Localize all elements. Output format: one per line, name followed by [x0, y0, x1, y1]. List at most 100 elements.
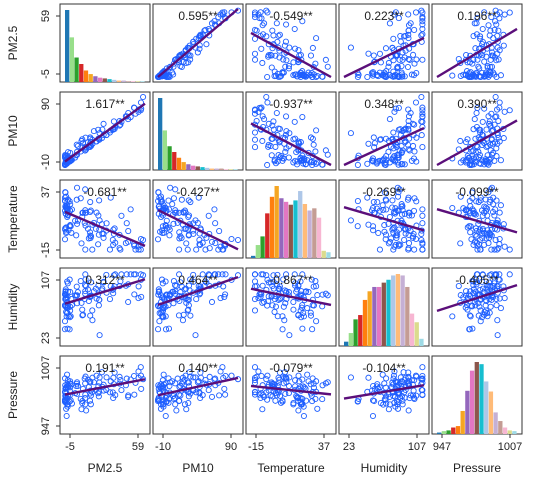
scatter-point: [471, 116, 478, 123]
scatter-point: [300, 403, 307, 410]
scatter-point: [175, 209, 183, 216]
scatter-point: [89, 246, 96, 253]
scatter-point: [473, 198, 480, 205]
scatter-point: [457, 59, 464, 67]
scatter-point: [470, 278, 477, 285]
scatter-point: [464, 306, 471, 313]
histogram-bar: [298, 191, 303, 258]
scatter-point: [110, 118, 117, 125]
scatter-point: [322, 147, 329, 154]
panel-humidity-vs-humidity: [338, 267, 430, 347]
scatter-point: [275, 379, 282, 386]
scatter-point: [83, 407, 90, 414]
scatter-point: [271, 156, 278, 163]
histogram-bar: [233, 169, 238, 170]
scatter-point: [464, 136, 471, 143]
scatter-point: [410, 51, 417, 58]
scatter-point: [162, 313, 169, 320]
scatter-point: [98, 369, 105, 376]
scatter-point: [419, 113, 426, 121]
scatter-point: [87, 234, 94, 242]
scatter-point: [261, 116, 268, 123]
scatter-point: [347, 374, 354, 381]
scatter-point: [481, 209, 488, 216]
scatter-point: [386, 393, 393, 400]
scatter-point: [382, 73, 389, 81]
scatter-point: [127, 271, 134, 278]
scatter-point: [399, 147, 406, 154]
scatter-point: [475, 300, 482, 307]
scatter-point: [82, 186, 89, 193]
scatter-point: [322, 290, 329, 297]
scatter-point: [402, 125, 409, 132]
scatter-point: [285, 154, 292, 161]
scatter-point: [264, 396, 271, 403]
histogram-bar: [83, 70, 89, 82]
scatter-point: [391, 243, 398, 250]
scatter-point: [158, 381, 165, 388]
scatter-point: [501, 11, 508, 18]
scatter-point: [212, 375, 219, 382]
scatter-point: [103, 374, 110, 381]
scatter-point: [301, 73, 308, 80]
scatter-point: [310, 283, 317, 290]
scatter-point: [253, 373, 260, 380]
scatter-point: [125, 392, 132, 399]
scatter-point: [259, 22, 266, 29]
scatter-point: [374, 199, 381, 206]
scatter-point: [319, 382, 326, 389]
scatter-point: [382, 71, 389, 78]
scatter-point: [299, 325, 306, 332]
scatter-point: [290, 159, 297, 166]
scatter-point: [275, 125, 282, 132]
scatter-point: [457, 292, 464, 299]
scatter-point: [395, 189, 402, 196]
scatter-point: [392, 241, 399, 248]
scatter-point: [112, 271, 119, 278]
scatter-point: [291, 25, 298, 33]
scatter-point: [77, 195, 84, 202]
trend-line: [64, 378, 146, 396]
histogram-bar: [302, 204, 308, 258]
scatter-point: [251, 50, 259, 57]
scatter-point: [474, 15, 481, 22]
scatter-point: [130, 372, 138, 380]
scatter-point: [394, 405, 402, 412]
histogram-bar: [312, 208, 317, 258]
scatter-point: [251, 391, 259, 398]
scatter-point: [165, 197, 172, 204]
scatter-point: [309, 73, 316, 81]
scatter-point: [486, 68, 493, 75]
scatter-point: [163, 398, 170, 405]
scatter-point: [140, 272, 147, 279]
scatter-point: [286, 374, 293, 381]
scatter-point: [298, 288, 305, 295]
scatter-point: [184, 246, 191, 253]
scatter-point: [390, 372, 397, 379]
scatter-point: [276, 376, 283, 383]
scatter-point: [135, 246, 142, 253]
scatter-point: [483, 53, 490, 60]
scatter-point: [488, 232, 495, 239]
scatter-point: [192, 374, 199, 381]
scatter-point: [419, 376, 426, 383]
scatter-point: [275, 32, 282, 39]
scatter-point: [399, 397, 406, 404]
scatter-point: [405, 380, 412, 387]
scatter-point: [187, 56, 194, 63]
scatter-point: [419, 18, 426, 25]
scatter-point: [64, 381, 71, 388]
correlation-label: -0.549**: [269, 9, 313, 23]
scatter-point: [73, 141, 80, 148]
scatter-point: [79, 397, 86, 405]
scatter-point: [369, 69, 377, 76]
scatter-point: [395, 391, 402, 398]
scatter-point: [477, 307, 484, 314]
scatter-point: [385, 59, 392, 67]
histogram-bar: [386, 279, 391, 346]
scatter-point: [172, 282, 179, 289]
scatter-point: [89, 307, 96, 314]
scatter-point: [267, 279, 274, 286]
scatter-point: [297, 72, 304, 79]
scatter-point: [222, 271, 229, 278]
